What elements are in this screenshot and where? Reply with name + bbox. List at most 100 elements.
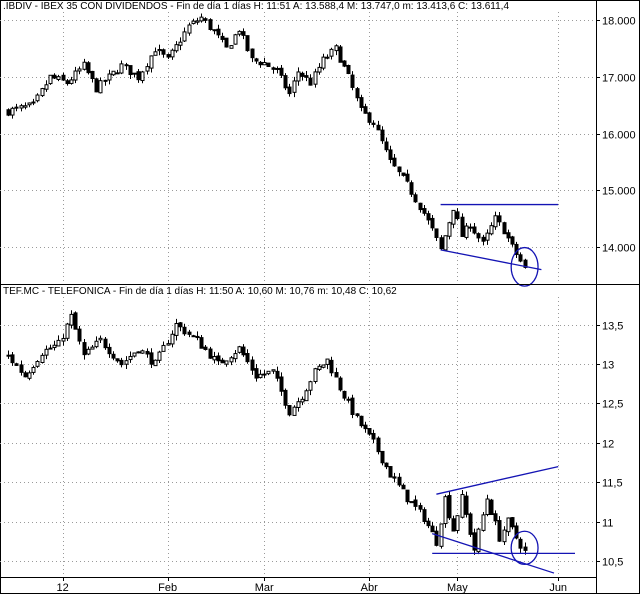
tef-candle-body <box>455 515 460 531</box>
tef-candle-body <box>35 360 40 367</box>
tef-candle-body <box>229 357 234 363</box>
tef-candle-body <box>262 373 267 376</box>
tef-candle-body <box>149 352 154 365</box>
ibex-candle-body <box>363 106 368 114</box>
ibex-candle-body <box>460 216 465 237</box>
tef-header: TEF.MC - TELEFONICA - Fin de día 1 días … <box>3 286 397 297</box>
ibex-candle-body <box>48 74 53 85</box>
ibex-candle-body <box>258 61 263 66</box>
tef-candle-body <box>23 372 28 378</box>
x-tick-label-2: Mar <box>255 582 274 594</box>
ibex-candle-body <box>518 254 523 262</box>
tef-candle-body <box>489 499 494 516</box>
ibex-candle-body <box>380 129 385 142</box>
tef-candle-body <box>136 351 141 354</box>
tef-trendline-2 <box>431 533 555 574</box>
tef-candle-body <box>82 342 87 356</box>
tef-candle-body <box>44 348 49 356</box>
ibex-candle-body <box>174 44 179 52</box>
tef-candle-body <box>418 505 423 510</box>
tef-candle-body <box>380 450 385 464</box>
ibex-candle-body <box>287 86 292 95</box>
tef-candle-body <box>292 406 297 416</box>
ibex-candle-body <box>476 233 481 239</box>
ibex-candle-body <box>262 62 267 66</box>
ibex-candle-body <box>61 74 66 81</box>
tef-candle-body <box>287 405 292 416</box>
tef-candle-body <box>19 364 24 373</box>
tef-candle-body <box>182 326 187 335</box>
ibex-candle-body <box>98 80 103 94</box>
tef-ytick-label-3: 12 <box>602 439 614 451</box>
tef-ytick-label-4: 12,5 <box>602 399 623 411</box>
tef-candle-body <box>191 335 196 338</box>
tef-candle-body <box>342 390 347 399</box>
ibex-candle-body <box>136 71 141 81</box>
ibex-candle-body <box>430 217 435 229</box>
ibex-candle-body <box>401 172 406 176</box>
tef-candle-body <box>359 415 364 427</box>
ibex-candle-body <box>157 48 162 52</box>
x-tick-label-5: Jun <box>549 582 567 594</box>
tef-candle-body <box>145 350 150 355</box>
tef-candle-body <box>161 344 166 352</box>
tef-candle-body <box>283 389 288 406</box>
tef-candle-body <box>434 530 439 546</box>
ibex-candle-body <box>77 68 82 72</box>
ibex-candle-body <box>119 63 124 74</box>
tef-candle-body <box>485 498 490 516</box>
tef-ytick-label-5: 13 <box>602 360 614 372</box>
ibex-candle-body <box>317 66 322 73</box>
ibex-candle-body <box>275 67 280 70</box>
tef-candle-body <box>250 359 255 371</box>
ibex-candle-body <box>6 109 11 116</box>
tef-candle-body <box>241 346 246 356</box>
ibex-candle-body <box>73 70 78 81</box>
x-tick-label-1: Feb <box>158 582 177 594</box>
ibex-candle-body <box>170 49 175 58</box>
ibex-candle-body <box>455 211 460 220</box>
ibex-candle-body <box>233 34 238 45</box>
tef-candle-body <box>523 546 528 551</box>
ibex-candle-body <box>497 215 502 223</box>
ibex-candle-body <box>292 80 297 93</box>
tef-candle-body <box>271 369 276 372</box>
ibex-candle-body <box>115 72 120 75</box>
tef-candle-body <box>279 376 284 392</box>
tef-candle-body <box>506 517 511 533</box>
ibex-candle-body <box>334 45 339 52</box>
ibex-candle-body <box>203 18 208 21</box>
tef-candle-body <box>338 377 343 391</box>
ibex-candle-body <box>388 149 393 160</box>
tef-candle-body <box>334 372 339 378</box>
ibex-candle-body <box>56 76 61 80</box>
ibex-candle-body <box>107 73 112 81</box>
tef-candle-body <box>397 476 402 486</box>
ibex-candle-body <box>178 41 183 46</box>
tef-candle-body <box>27 372 32 379</box>
ibex-candle-body <box>371 122 376 125</box>
tef-candle-body <box>48 347 53 350</box>
ibex-candle-body <box>153 51 158 56</box>
tef-candle-body <box>208 348 213 359</box>
ibex-candle-body <box>325 56 330 59</box>
tef-candle-body <box>460 494 465 518</box>
tef-candle-body <box>443 496 448 525</box>
ibex-candle-body <box>271 67 276 70</box>
tef-candle-body <box>367 428 372 435</box>
ibex-candle-body <box>342 60 347 67</box>
tef-candle-body <box>199 337 204 349</box>
ibex-candle-body <box>283 75 288 89</box>
ibex-candle-body <box>329 48 334 57</box>
ibex-candle-body <box>304 75 309 78</box>
ibex-candle-body <box>65 80 70 85</box>
tef-candle-body <box>405 489 410 503</box>
tef-candle-body <box>401 484 406 490</box>
ibex-candle-body <box>296 71 301 82</box>
ibex-candle-body <box>468 226 473 229</box>
ibex-candle-body <box>300 72 305 77</box>
ibex-candle-body <box>90 70 95 80</box>
tef-candle-body <box>174 323 179 336</box>
tef-candle-body <box>447 495 452 519</box>
ibex-ytick-label-0: 14.000 <box>602 243 636 255</box>
